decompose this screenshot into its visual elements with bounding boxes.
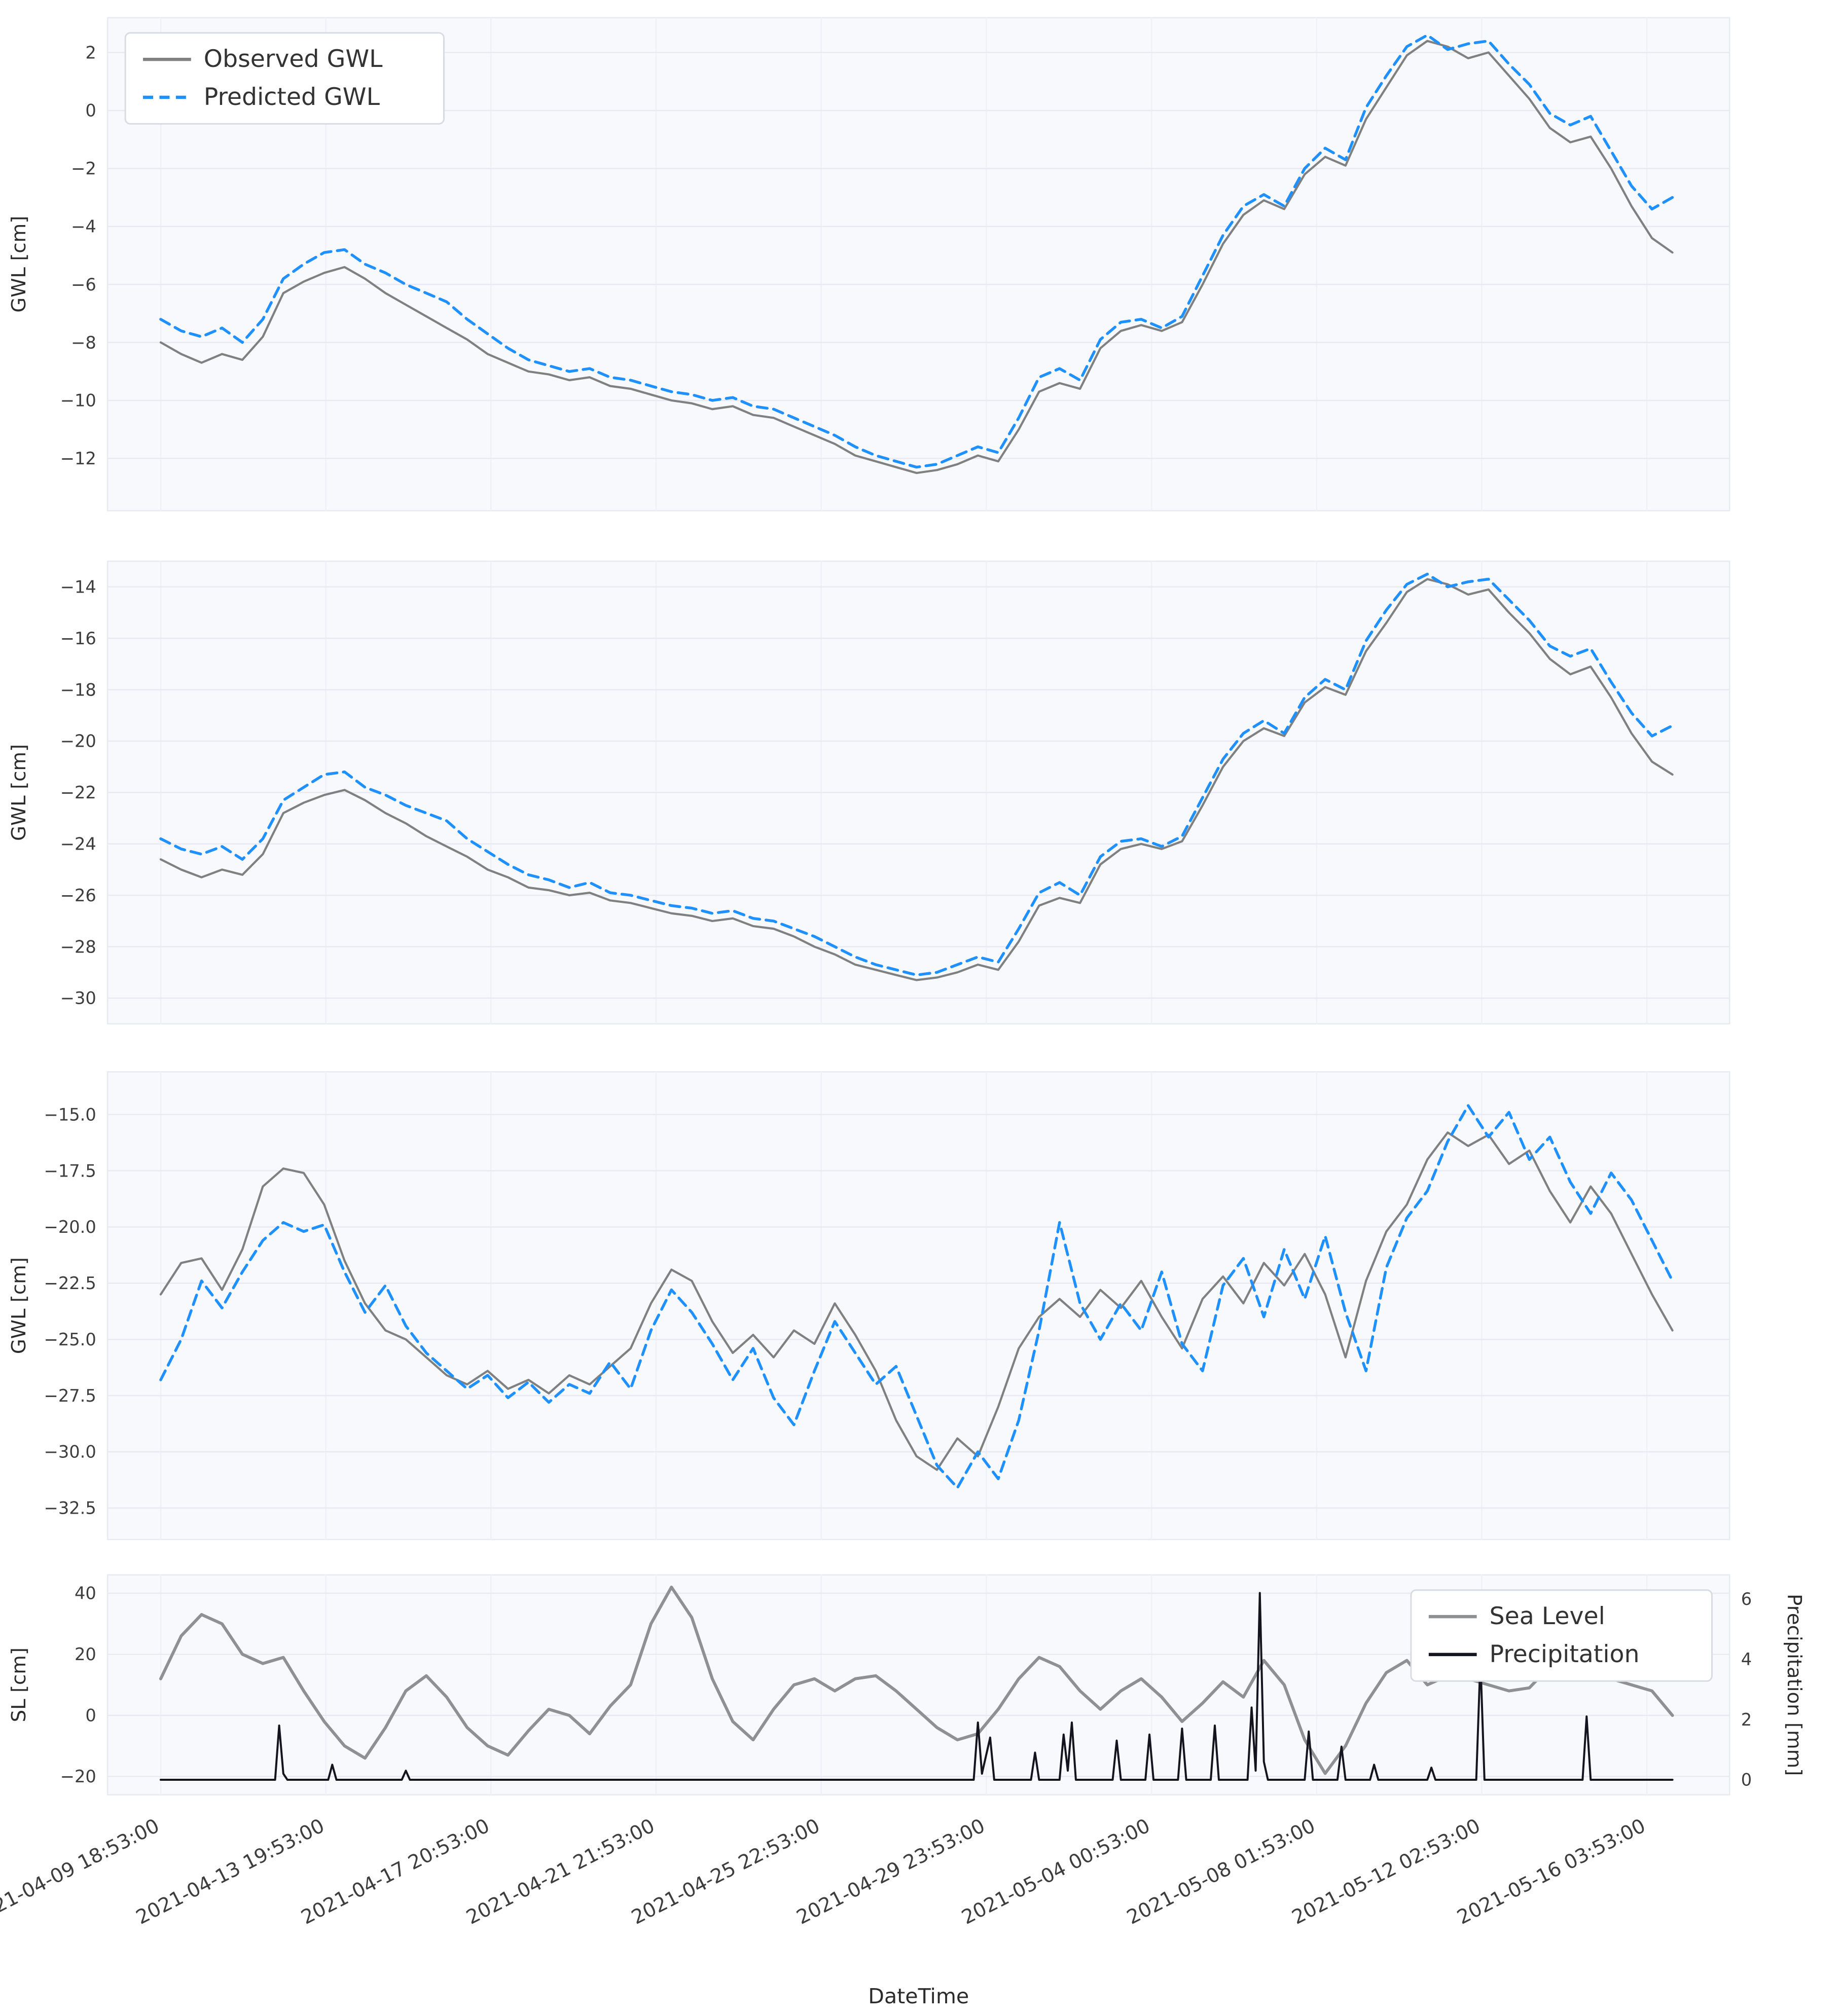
y-tick-label: −20 [60, 731, 96, 751]
y-axis-label: GWL [cm] [8, 1257, 30, 1354]
y-axis-label: GWL [cm] [8, 744, 30, 841]
y-tick-label: −22 [60, 783, 96, 802]
y-tick-label: −30.0 [44, 1442, 96, 1462]
y-axis-label: SL [cm] [8, 1647, 30, 1722]
y-tick-label: −24 [60, 834, 96, 854]
predicted-gwl-3-line [159, 1104, 1674, 1489]
legend-label: Sea Level [1490, 1602, 1605, 1630]
panel-1: 2 0 −2 −4 −6 −8 −10 −12 GWL [cm] Observed GWL Pred… [8, 17, 1730, 511]
y-tick-label: −20 [60, 1767, 96, 1786]
y-axis-label-right: Precipitation [mm] [1783, 1594, 1806, 1776]
y-tick-label-right: 0 [1741, 1770, 1752, 1790]
x-tick-label: 2021-05-16 03:53:00 [1454, 1814, 1649, 1929]
precipitation-line [159, 1592, 1674, 1781]
y-tick-label: −6 [71, 275, 96, 295]
y-tick-label: −12 [60, 449, 96, 468]
y-tick-label: 0 [85, 101, 96, 121]
panel-background [106, 1071, 1730, 1541]
y-tick-label: −8 [71, 333, 96, 352]
predicted-gwl-1-line [159, 33, 1674, 469]
y-tick-label: 0 [85, 1706, 96, 1726]
y-tick-label: −27.5 [44, 1386, 96, 1406]
y-tick-label: −30 [60, 988, 96, 1008]
y-tick-label: −25.0 [44, 1330, 96, 1349]
y-tick-label-right: 4 [1741, 1650, 1752, 1669]
y-tick-label-right: 6 [1741, 1589, 1752, 1609]
y-tick-label: −4 [71, 216, 96, 236]
y-tick-label: −26 [60, 886, 96, 905]
y-tick-label: −17.5 [44, 1161, 96, 1181]
legend-label: Observed GWL [204, 45, 383, 73]
observed-gwl-1-line [159, 40, 1674, 474]
legend-box [1410, 1589, 1713, 1682]
y-tick-label: −28 [60, 937, 96, 957]
observed-gwl-3-line [159, 1131, 1674, 1471]
x-axis-label: DateTime [868, 1984, 969, 2008]
y-tick-label-right: 2 [1741, 1710, 1752, 1730]
y-tick-label: −32.5 [44, 1498, 96, 1518]
y-tick-label: −16 [60, 629, 96, 648]
legend-label: Predicted GWL [204, 83, 380, 111]
y-tick-label: −22.5 [44, 1273, 96, 1293]
y-axis-label: GWL [cm] [8, 216, 30, 313]
legend: Observed GWL Predicted GWL [124, 32, 445, 125]
panel-2: −14 −16 −18 −20 −22 −24 −26 −28 −30 GWL [cm] [8, 560, 1730, 1024]
y-tick-label: −18 [60, 680, 96, 700]
y-tick-label: 40 [75, 1584, 96, 1603]
y-tick-label: −2 [71, 159, 96, 178]
y-tick-label: 2 [85, 43, 96, 62]
legend-box [124, 32, 445, 125]
observed-gwl-2-line [159, 578, 1674, 981]
legend-label: Precipitation [1490, 1640, 1640, 1668]
panel-4: 40 20 0 −20 0 2 4 6 Precipitation [mm] SL [cm] Sea… [8, 1574, 1806, 1795]
y-tick-label: 20 [75, 1644, 96, 1664]
panel-3: −15.0 −17.5 −20.0 −22.5 −25.0 −27.5 −30.0 −32.5… [8, 1071, 1730, 1541]
predicted-gwl-2-line [159, 572, 1674, 977]
y-tick-label: −20.0 [44, 1217, 96, 1237]
y-tick-label: −10 [60, 391, 96, 411]
legend: Sea Level Precipitation [1410, 1589, 1713, 1682]
y-tick-label: −15.0 [44, 1105, 96, 1124]
y-tick-label: −14 [60, 577, 96, 597]
